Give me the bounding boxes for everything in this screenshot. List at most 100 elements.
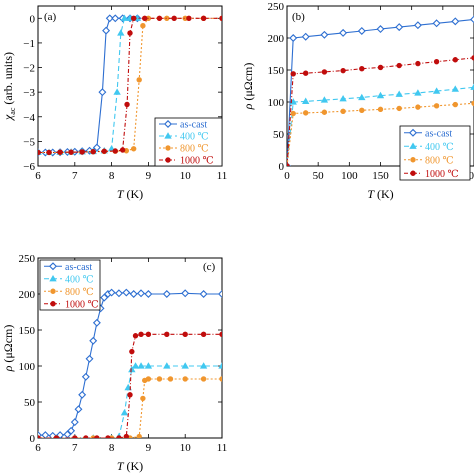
data-point-400 xyxy=(432,87,441,94)
data-point-as-cast xyxy=(162,290,171,298)
series-line-400 xyxy=(38,365,222,438)
data-point-as-cast xyxy=(357,26,366,35)
data-point-800 xyxy=(136,433,142,438)
data-point-1000 xyxy=(396,62,402,69)
x-tick-label: 10 xyxy=(180,442,192,454)
legend-marker-as-cast xyxy=(49,262,57,271)
data-point-as-cast xyxy=(122,288,131,297)
y-tick-label: −3 xyxy=(23,87,35,99)
data-point-1000 xyxy=(415,60,421,67)
data-point-as-cast xyxy=(413,21,422,30)
data-point-as-cast xyxy=(432,19,441,28)
series-line-as-cast xyxy=(38,17,138,154)
data-point-400 xyxy=(320,96,329,103)
data-point-400 xyxy=(163,362,171,369)
x-tick-label: 9 xyxy=(146,170,152,182)
data-point-400 xyxy=(339,94,347,102)
data-point-1000 xyxy=(156,15,163,22)
data-point-as-cast xyxy=(320,30,329,39)
legend-label-400: 400 ℃ xyxy=(180,132,209,143)
y-axis-label: χac (arb. units) xyxy=(1,52,17,121)
data-point-1000 xyxy=(452,57,458,63)
data-point-800 xyxy=(303,110,309,116)
data-point-800 xyxy=(359,107,365,114)
panel-label: (b) xyxy=(292,11,305,23)
legend-label-1000: 1000 ℃ xyxy=(65,299,99,310)
data-point-1000 xyxy=(287,163,290,166)
data-point-800 xyxy=(452,101,458,108)
data-point-800 xyxy=(415,104,421,110)
data-point-1000 xyxy=(433,58,440,65)
data-point-800 xyxy=(140,395,146,402)
panel-b: 050100150200250300050100150200250T (K)ρ … xyxy=(241,1,474,201)
data-point-as-cast xyxy=(107,288,116,297)
legend-label-1000: 1000 ℃ xyxy=(180,156,214,167)
data-point-as-cast xyxy=(181,289,190,298)
panel-label: (c) xyxy=(203,261,216,273)
data-point-800 xyxy=(145,376,152,382)
y-tick-label: −2 xyxy=(23,63,35,75)
legend-label-as-cast: as-cast xyxy=(180,120,207,131)
data-point-1000 xyxy=(46,149,52,156)
data-point-1000 xyxy=(105,435,111,438)
series-line-400 xyxy=(38,17,138,154)
y-tick-label: 200 xyxy=(268,33,285,45)
data-point-400 xyxy=(124,383,132,391)
y-tick-label: −4 xyxy=(23,112,35,124)
data-point-as-cast xyxy=(218,290,222,298)
x-axis-label: T (K) xyxy=(117,459,143,473)
data-point-800 xyxy=(340,108,346,114)
legend-marker-1000 xyxy=(410,170,416,176)
y-tick-label: 50 xyxy=(24,397,36,409)
data-point-as-cast xyxy=(92,318,101,327)
data-point-800 xyxy=(130,146,137,152)
data-point-1000 xyxy=(200,15,207,22)
legend-marker-1000 xyxy=(165,157,171,163)
x-tick-label: 11 xyxy=(217,442,228,454)
data-point-800 xyxy=(433,103,440,109)
legend-marker-800 xyxy=(50,288,56,294)
data-point-as-cast xyxy=(301,32,310,41)
legend-label-400: 400 ℃ xyxy=(425,142,454,153)
data-point-400 xyxy=(131,362,140,369)
data-point-1000 xyxy=(112,148,118,154)
data-point-1000 xyxy=(72,435,78,438)
data-point-400 xyxy=(144,362,153,369)
data-point-1000 xyxy=(145,331,152,338)
data-point-1000 xyxy=(101,148,107,154)
data-point-1000 xyxy=(83,435,89,438)
data-point-as-cast xyxy=(98,88,107,97)
data-point-400 xyxy=(470,83,474,90)
series-line-800 xyxy=(38,378,222,438)
data-point-1000 xyxy=(94,435,100,438)
y-tick-label: 250 xyxy=(268,1,285,13)
series-line-1000 xyxy=(38,333,222,438)
data-point-800 xyxy=(140,22,146,29)
data-point-1000 xyxy=(171,15,177,22)
data-point-800 xyxy=(377,106,384,113)
data-point-1000 xyxy=(186,15,192,22)
data-point-1000 xyxy=(359,66,365,72)
data-point-1000 xyxy=(123,433,130,438)
y-tick-label: 150 xyxy=(19,325,36,337)
legend-marker-400 xyxy=(164,132,172,139)
data-point-1000 xyxy=(142,15,148,22)
data-point-800 xyxy=(136,77,142,83)
data-point-as-cast xyxy=(89,336,98,345)
data-point-800 xyxy=(396,105,402,112)
legend-label-800: 800 ℃ xyxy=(180,144,209,155)
y-tick-label: 200 xyxy=(19,289,36,301)
data-point-1000 xyxy=(119,147,126,153)
data-point-1000 xyxy=(200,331,207,338)
data-point-1000 xyxy=(90,149,96,155)
data-point-as-cast xyxy=(137,289,146,298)
data-point-800 xyxy=(290,110,296,117)
data-point-as-cast xyxy=(74,405,83,414)
panel-a: 6 7 8 9 10 11 0 −1 −2 −3 −4 −5 −6 T (K) χac (arb. unit… xyxy=(1,5,227,201)
data-point-as-cast xyxy=(105,14,114,23)
data-point-as-cast xyxy=(41,431,50,438)
data-point-1000 xyxy=(182,331,188,338)
data-point-800 xyxy=(471,100,474,106)
y-axis-label: ρ (μΩcm) xyxy=(1,325,15,373)
